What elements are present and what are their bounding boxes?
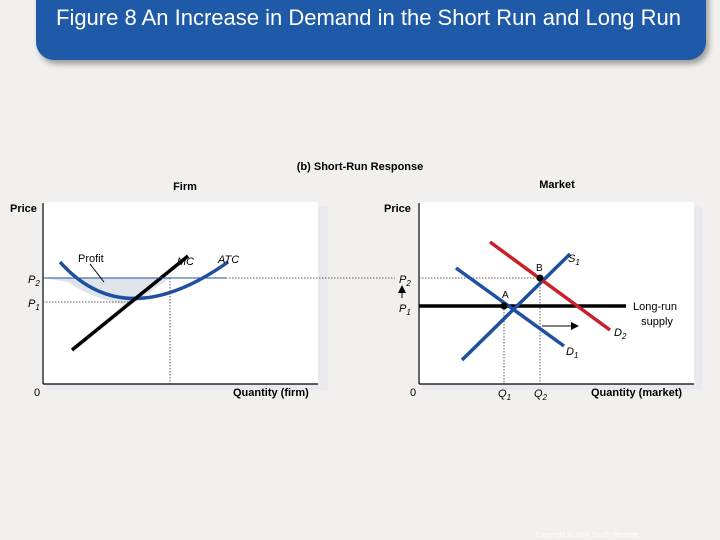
market-origin: 0 <box>410 387 416 399</box>
d1-curve <box>454 266 566 348</box>
point-b-marker <box>536 274 544 282</box>
copyright: Copyright © 2004 South-Western <box>535 531 638 539</box>
point-a-label: A <box>502 290 509 301</box>
firm-p1-label: P1 <box>28 298 40 312</box>
market-x-label: Quantity (market) <box>591 387 682 399</box>
s1-curve <box>460 252 572 362</box>
point-b-label: B <box>536 263 543 274</box>
market-panel <box>418 202 694 384</box>
firm-origin: 0 <box>34 387 40 399</box>
market-y-label: Price <box>384 203 411 215</box>
market-p1-label: P1 <box>399 303 411 317</box>
market-p2-label: P2 <box>399 274 411 288</box>
d2-curve <box>488 240 612 332</box>
mc-curve <box>70 254 190 352</box>
market-heading: Market <box>539 179 575 191</box>
d2-label: D2 <box>614 327 627 341</box>
figure-title: Figure 8 An Increase in Demand in the Sh… <box>56 5 681 30</box>
atc-label: ATC <box>217 254 239 266</box>
s1-label: S1 <box>568 253 580 267</box>
q1-label: Q1 <box>498 388 511 402</box>
long-run-supply-label-2: supply <box>641 316 673 328</box>
long-run-supply-label-1: Long-run <box>633 301 677 313</box>
firm-heading: Firm <box>173 181 197 193</box>
point-a-marker <box>500 302 508 310</box>
q2-label: Q2 <box>534 388 548 402</box>
d1-label: D1 <box>566 346 578 360</box>
subtitle: (b) Short-Run Response <box>297 161 424 173</box>
firm-p2-label: P2 <box>28 274 40 288</box>
profit-label: Profit <box>78 253 104 265</box>
mc-label: MC <box>177 256 194 268</box>
firm-y-label: Price <box>10 203 37 215</box>
title-banner: Figure 8 An Increase in Demand in the Sh… <box>36 0 706 60</box>
firm-x-label: Quantity (firm) <box>233 387 309 399</box>
profit-pointer <box>89 263 105 283</box>
